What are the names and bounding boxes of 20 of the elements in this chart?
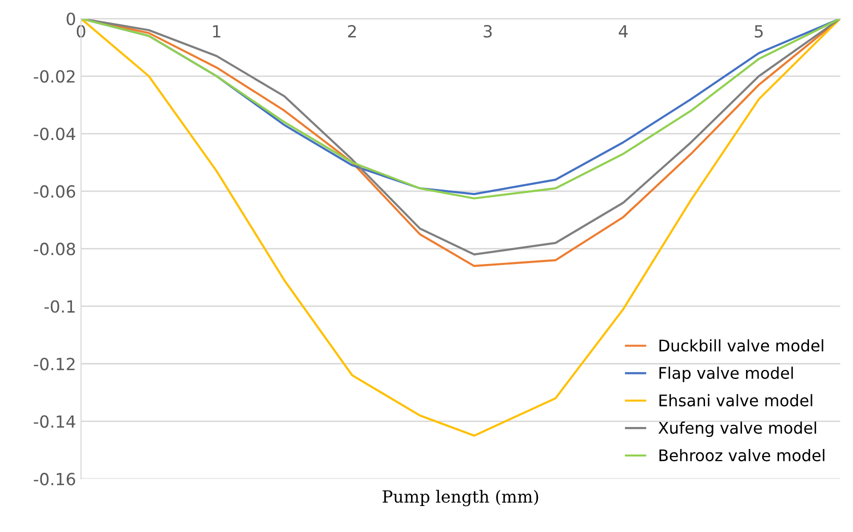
x-tick-label: 5 <box>754 25 763 38</box>
y-tick-label: -0.14 <box>34 415 76 428</box>
x-tick-label: 1 <box>213 25 220 38</box>
x-tick-label: 3 <box>484 25 492 38</box>
x-tick-label: 2 <box>348 25 356 38</box>
legend-label: Duckbill valve model <box>660 339 824 352</box>
y-tick-label: -0.06 <box>34 185 76 198</box>
x-tick-label: 4 <box>618 25 628 38</box>
legend-label: Flap valve model <box>660 366 793 382</box>
y-tick-label: 0 <box>66 12 76 26</box>
y-tick-label: -0.08 <box>34 242 76 256</box>
x-axis-title: Pump length (mm) <box>382 490 538 506</box>
y-tick-label: -0.02 <box>34 70 75 83</box>
legend-label: Xufeng valve model <box>658 422 816 437</box>
legend-label: Ehsani valve model <box>660 394 812 406</box>
y-tick-label: -0.12 <box>34 358 75 370</box>
legend-label: Behrooz valve model <box>660 448 824 462</box>
y-tick-label: -0.16 <box>34 472 76 486</box>
y-tick-label: -0.04 <box>34 128 76 140</box>
y-tick-label: -0.1 <box>44 300 75 313</box>
